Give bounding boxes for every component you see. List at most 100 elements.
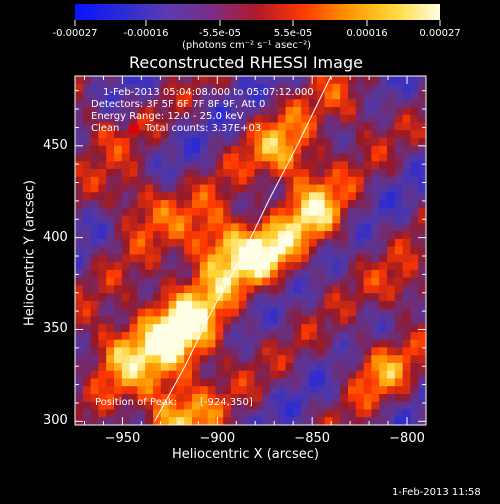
heatmap-pixel [114, 231, 123, 240]
heatmap-pixel [402, 324, 411, 333]
heatmap-pixel [82, 76, 92, 85]
heatmap-pixel [75, 207, 84, 217]
heatmap-pixel [418, 161, 426, 170]
peak-position-value: [-924,350] [200, 397, 253, 408]
heatmap-pixel [402, 107, 411, 116]
heatmap-pixel [402, 215, 411, 224]
heatmap-pixel [114, 355, 123, 364]
heatmap-pixel [301, 192, 310, 201]
heatmap-pixel [371, 91, 380, 100]
heatmap-pixel [340, 76, 349, 85]
heatmap-pixel [387, 192, 396, 201]
heatmap-pixel [160, 215, 170, 224]
heatmap-pixel [121, 176, 131, 186]
heatmap-pixel [285, 401, 294, 411]
heatmap-pixel [184, 184, 193, 193]
heatmap-pixel [309, 161, 318, 170]
heatmap-pixel [98, 386, 107, 395]
heatmap-pixel [145, 122, 154, 131]
heatmap-pixel [246, 184, 255, 193]
heatmap-pixel [410, 76, 419, 85]
heatmap-pixel [387, 107, 396, 116]
heatmap-pixel [129, 362, 138, 372]
heatmap-pixel [394, 122, 404, 131]
heatmap-pixel [270, 339, 279, 349]
info-detectors: Detectors: 3F 5F 6F 7F 8F 9F, Att 0 [91, 99, 266, 110]
heatmap-pixel [394, 223, 404, 232]
heatmap-pixel [285, 308, 294, 318]
heatmap-pixel [410, 200, 419, 209]
heatmap-pixel [324, 200, 333, 209]
heatmap-pixel [394, 76, 404, 85]
heatmap-pixel [293, 409, 302, 418]
heatmap-pixel [231, 378, 240, 387]
y-axis-label: Heliocentric Y (arcsec) [22, 180, 38, 326]
heatmap-pixel [223, 378, 232, 387]
heatmap-pixel [309, 378, 318, 387]
heatmap-pixel [301, 176, 310, 186]
heatmap-pixel [82, 355, 92, 364]
heatmap-pixel [160, 262, 170, 271]
heatmap-pixel [184, 331, 193, 341]
heatmap-pixel [121, 339, 131, 349]
heatmap-pixel [394, 370, 404, 380]
heatmap-pixel [324, 378, 333, 387]
heatmap-pixel [168, 223, 177, 232]
heatmap-pixel [184, 308, 193, 318]
heatmap-pixel [309, 339, 318, 349]
heatmap-pixel [324, 362, 333, 372]
heatmap-pixel [114, 176, 123, 186]
heatmap-pixel [394, 114, 404, 124]
heatmap-pixel [199, 386, 209, 395]
heatmap-pixel [98, 362, 107, 372]
heatmap-pixel [223, 107, 232, 116]
heatmap-pixel [98, 231, 107, 240]
heatmap-pixel [176, 316, 185, 325]
heatmap-pixel [277, 409, 287, 418]
heatmap-pixel [387, 176, 396, 186]
heatmap-pixel [394, 409, 404, 418]
heatmap-pixel [207, 401, 216, 411]
heatmap-pixel [129, 223, 138, 232]
heatmap-pixel [254, 231, 263, 240]
heatmap-pixel [223, 401, 232, 411]
heatmap-pixel [371, 184, 380, 193]
heatmap-pixel [277, 161, 287, 170]
heatmap-pixel [98, 99, 107, 108]
heatmap-pixel [293, 192, 302, 201]
heatmap-pixel [355, 145, 365, 155]
heatmap-pixel [215, 393, 224, 403]
heatmap-pixel [301, 355, 310, 364]
heatmap-pixel [254, 138, 263, 147]
heatmap-pixel [82, 401, 92, 411]
heatmap-pixel [246, 169, 255, 178]
heatmap-pixel [106, 386, 115, 395]
heatmap-pixel [82, 417, 92, 425]
heatmap-pixel [98, 215, 107, 224]
heatmap-pixel [176, 99, 185, 108]
heatmap-pixel [379, 161, 388, 170]
heatmap-pixel [192, 176, 201, 186]
heatmap-pixel [199, 277, 209, 286]
heatmap-pixel [168, 246, 177, 255]
heatmap-pixel [168, 401, 177, 411]
heatmap-pixel [82, 393, 92, 403]
heatmap-pixel [418, 316, 426, 325]
heatmap-pixel [129, 83, 138, 93]
heatmap-pixel [285, 169, 294, 178]
heatmap-pixel [231, 238, 240, 248]
heatmap-pixel [324, 207, 333, 217]
heatmap-pixel [379, 355, 388, 364]
heatmap-pixel [246, 254, 255, 263]
heatmap-pixel [340, 207, 349, 217]
heatmap-pixel [262, 293, 271, 302]
heatmap-pixel [82, 231, 92, 240]
clean-color-swatch [129, 125, 139, 134]
heatmap-pixel [324, 331, 333, 341]
heatmap-pixel [270, 262, 279, 271]
heatmap-pixel [231, 114, 240, 124]
heatmap-pixel [114, 386, 123, 395]
heatmap-pixel [293, 262, 302, 271]
heatmap-pixel [387, 161, 396, 170]
heatmap-pixel [98, 130, 107, 139]
